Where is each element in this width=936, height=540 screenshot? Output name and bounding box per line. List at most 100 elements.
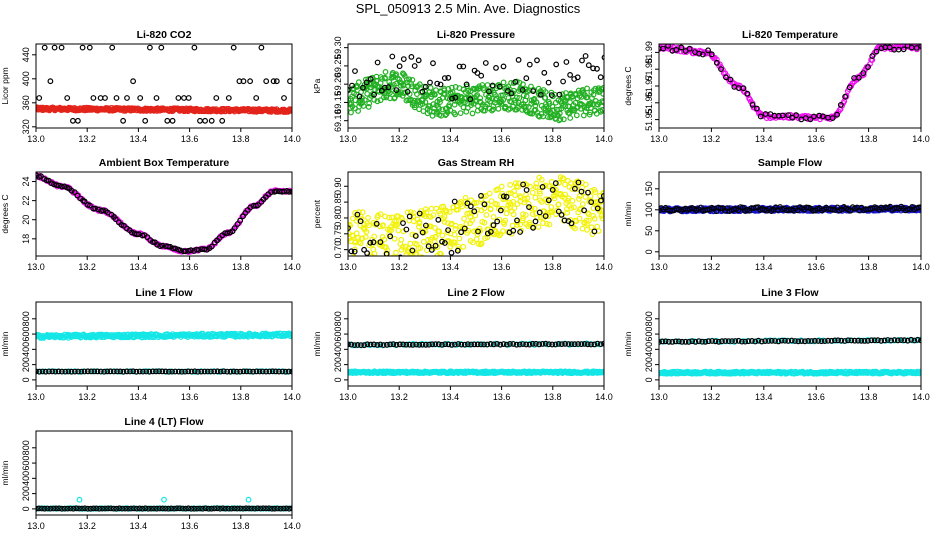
data-point: [470, 239, 476, 246]
data-point: [520, 181, 526, 188]
data-point: [678, 44, 685, 51]
data-point: [481, 219, 488, 226]
data-point: [289, 332, 292, 339]
data-point: [457, 110, 464, 116]
data-point: [510, 211, 517, 218]
data-point: [387, 341, 394, 348]
x-tick-label: 13.2: [703, 392, 721, 402]
data-point: [489, 82, 496, 89]
data-point: [599, 215, 604, 222]
data-point: [841, 338, 848, 344]
data-point: [374, 59, 381, 66]
data-point: [46, 368, 52, 375]
data-point: [446, 102, 453, 109]
data-point: [452, 341, 458, 348]
x-tick-label: 13.0: [339, 392, 357, 402]
data-point: [725, 338, 732, 345]
x-tick-label: 13.0: [27, 392, 45, 402]
y-tick-label: 400: [21, 71, 31, 86]
y-axis-label: Licor ppm: [0, 67, 10, 104]
data-point: [591, 215, 598, 222]
data-point: [233, 368, 240, 375]
data-point: [569, 197, 576, 204]
data-point: [545, 197, 552, 204]
data-point: [127, 505, 134, 512]
data-point: [87, 505, 94, 512]
data-point: [531, 99, 537, 106]
data-point: [460, 104, 467, 111]
data-point: [555, 341, 562, 347]
data-point: [755, 337, 762, 344]
data-point: [592, 85, 599, 92]
data-point: [243, 368, 250, 375]
y-tick-label: 51.99: [644, 41, 654, 64]
data-point: [576, 195, 582, 202]
data-point: [393, 80, 400, 87]
x-tick-label: 13.2: [78, 134, 96, 144]
data-point: [119, 505, 126, 512]
data-point: [442, 90, 448, 97]
data-point: [487, 228, 494, 235]
data-point: [122, 505, 129, 512]
data-point: [81, 198, 88, 205]
data-point: [487, 341, 494, 347]
data-point: [772, 338, 778, 344]
data-point: [387, 89, 393, 96]
y-tick-label: 69.15: [333, 91, 343, 114]
data-point: [465, 341, 471, 348]
data-point: [113, 95, 120, 101]
data-point: [36, 95, 43, 101]
data-point: [366, 100, 373, 107]
series-black-sparse: [348, 53, 604, 103]
data-point: [546, 221, 553, 228]
data-point: [551, 112, 558, 119]
data-point: [69, 117, 76, 124]
data-point: [228, 505, 235, 512]
data-point: [231, 225, 238, 232]
data-point: [868, 337, 875, 344]
data-point: [282, 368, 289, 375]
data-point: [475, 228, 481, 235]
series-magenta-dense: [36, 172, 292, 256]
data-point: [393, 218, 400, 225]
data-point: [584, 85, 590, 92]
data-point: [79, 505, 85, 512]
data-point: [860, 70, 867, 76]
data-point: [888, 337, 895, 344]
data-point: [659, 338, 666, 345]
data-point: [469, 217, 476, 224]
data-point: [195, 246, 202, 253]
data-point: [835, 337, 841, 344]
data-point: [199, 505, 206, 512]
data-point: [97, 368, 104, 375]
x-tick-label: 14.0: [283, 521, 301, 531]
data-point: [780, 112, 786, 119]
data-point: [574, 74, 581, 81]
data-point: [461, 215, 468, 222]
data-point: [705, 47, 711, 54]
data-point: [396, 63, 403, 70]
data-point: [692, 339, 699, 345]
data-point: [351, 254, 357, 256]
data-point: [762, 338, 768, 345]
data-point: [384, 247, 391, 254]
data-point: [775, 338, 782, 345]
data-point: [110, 505, 117, 512]
data-point: [420, 108, 427, 114]
data-point: [191, 505, 198, 512]
data-point: [568, 341, 575, 348]
data-point: [361, 246, 368, 253]
data-point: [792, 338, 798, 344]
panel-title: Line 4 (LT) Flow: [124, 416, 204, 428]
data-point: [422, 206, 429, 213]
y-tick-label: 800: [21, 440, 31, 455]
data-point: [478, 240, 485, 247]
data-point: [65, 368, 72, 375]
data-point: [409, 342, 416, 348]
data-point: [43, 177, 50, 184]
data-point: [289, 505, 292, 512]
data-point: [396, 341, 403, 348]
y-tick-label: 400: [644, 342, 654, 357]
y-axis-label: ml/min: [0, 460, 10, 485]
